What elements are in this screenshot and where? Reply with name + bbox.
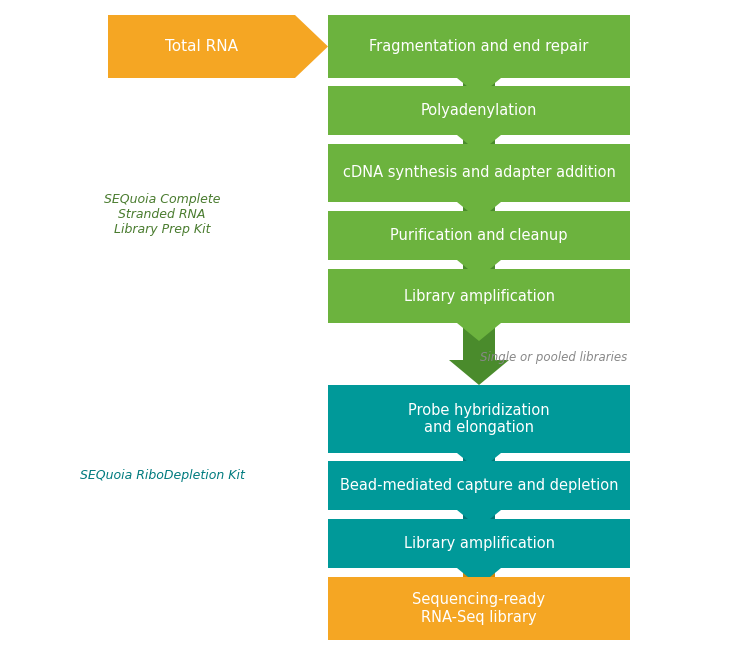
Text: Single or pooled libraries: Single or pooled libraries: [480, 351, 627, 364]
Polygon shape: [328, 86, 630, 153]
Text: SEQuoia RiboDepletion Kit: SEQuoia RiboDepletion Kit: [80, 468, 245, 481]
Polygon shape: [449, 323, 509, 385]
Polygon shape: [463, 135, 495, 144]
Polygon shape: [328, 269, 630, 341]
Polygon shape: [328, 15, 630, 96]
Polygon shape: [328, 577, 630, 640]
Polygon shape: [328, 211, 630, 278]
Polygon shape: [463, 202, 495, 211]
Polygon shape: [328, 385, 630, 471]
Text: Fragmentation and end repair: Fragmentation and end repair: [369, 39, 589, 54]
Polygon shape: [463, 568, 495, 577]
Text: Total RNA: Total RNA: [165, 39, 238, 54]
Text: Polyadenylation: Polyadenylation: [421, 103, 537, 118]
Polygon shape: [463, 260, 495, 269]
Text: Library amplification: Library amplification: [404, 289, 554, 303]
Text: Library amplification: Library amplification: [404, 536, 554, 551]
Text: Bead-mediated capture and depletion: Bead-mediated capture and depletion: [340, 478, 618, 493]
Text: Probe hybridization
and elongation: Probe hybridization and elongation: [408, 403, 550, 435]
Polygon shape: [463, 78, 495, 86]
Polygon shape: [108, 15, 328, 78]
Text: Sequencing-ready
RNA-Seq library: Sequencing-ready RNA-Seq library: [413, 592, 545, 625]
Text: SEQuoia Complete
Stranded RNA
Library Prep Kit: SEQuoia Complete Stranded RNA Library Pr…: [104, 193, 220, 236]
Polygon shape: [328, 461, 630, 528]
Text: cDNA synthesis and adapter addition: cDNA synthesis and adapter addition: [343, 166, 616, 181]
Polygon shape: [328, 519, 630, 586]
Polygon shape: [463, 453, 495, 461]
Text: Purification and cleanup: Purification and cleanup: [390, 228, 568, 243]
Polygon shape: [328, 144, 630, 220]
Polygon shape: [463, 510, 495, 519]
